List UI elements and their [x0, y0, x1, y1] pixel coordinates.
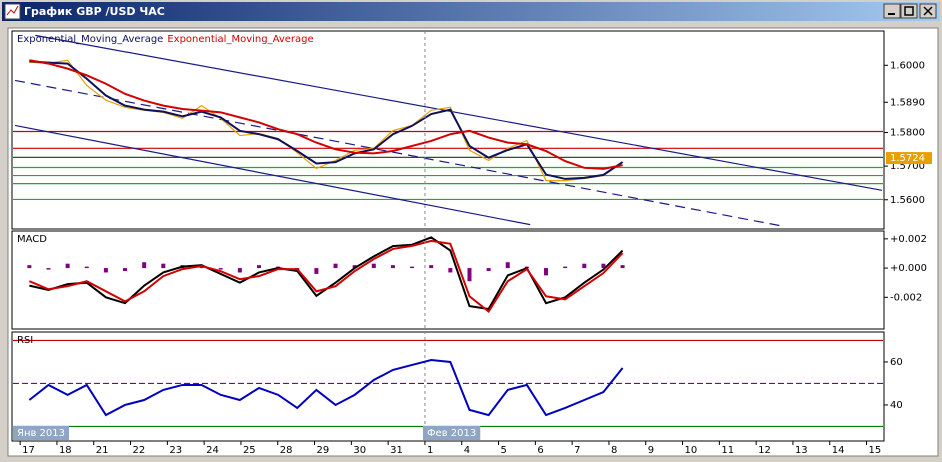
histogram-bar [544, 268, 549, 276]
x-tick-label: 4 [464, 445, 470, 456]
histogram-bar [371, 263, 376, 269]
x-tick-label: 14 [832, 445, 845, 456]
y-tick-label: -0.002 [890, 292, 922, 303]
y-tick-label: 1.5800 [890, 128, 925, 139]
period-label: Фев 2013 [427, 428, 476, 439]
period-label: Янв 2013 [17, 428, 65, 439]
histogram-bar [237, 268, 242, 273]
panel-title: RSI [17, 335, 33, 346]
panel [11, 331, 885, 442]
title-bar [2, 2, 940, 21]
histogram-bar [563, 266, 568, 269]
histogram-bar [333, 263, 338, 269]
window-title: График GBP /USD ЧАС [24, 5, 165, 18]
histogram-bar [582, 263, 587, 269]
trend-line [14, 124, 531, 226]
close-glyph [923, 6, 933, 16]
x-tick-label: 9 [648, 445, 654, 456]
x-tick-label: 21 [96, 445, 109, 456]
histogram-bar [256, 265, 261, 269]
x-tick-label: 30 [353, 445, 366, 456]
histogram-bar [410, 266, 415, 269]
x-tick-label: 28 [280, 445, 293, 456]
chart-area [7, 27, 939, 457]
x-tick-label: 25 [243, 445, 256, 456]
panel-title: MACD [17, 234, 47, 245]
series-line [29, 60, 624, 180]
x-tick-label: 13 [795, 445, 808, 456]
x-tick-label: 5 [501, 445, 507, 456]
last-price-box [886, 152, 932, 165]
window-icon-glyph [6, 5, 19, 16]
histogram-bar [46, 268, 51, 270]
histogram-bar [199, 266, 204, 269]
legend-entry: Exponential_Moving_Average [17, 34, 163, 45]
x-tick-label: 8 [611, 445, 617, 456]
histogram-bar [620, 265, 625, 269]
x-tick-label: 23 [169, 445, 182, 456]
x-tick-label: 29 [317, 445, 330, 456]
x-tick-label: 15 [869, 445, 882, 456]
x-tick-label: 31 [390, 445, 403, 456]
x-tick-label: 18 [59, 445, 72, 456]
y-tick-label: 1.5600 [890, 195, 925, 206]
y-tick-label: +0.000 [890, 263, 927, 274]
panel [11, 30, 885, 230]
series-line [29, 59, 623, 170]
y-tick-label: 1.5700 [890, 161, 925, 172]
histogram-bar [123, 268, 128, 271]
period-label-box [422, 426, 481, 440]
series-line [29, 59, 623, 182]
histogram-bar [103, 268, 108, 273]
x-tick-label: 22 [133, 445, 146, 456]
x-tick-label: 10 [685, 445, 698, 456]
x-tick-label: 24 [206, 445, 219, 456]
histogram-bar [505, 262, 510, 269]
histogram-bar [390, 265, 395, 269]
maximize-button[interactable] [900, 3, 918, 19]
histogram-bar [352, 265, 357, 269]
x-tick-label: 12 [758, 445, 771, 456]
period-label-box [13, 426, 70, 440]
last-price-label: 1.5724 [890, 153, 925, 164]
y-tick-label: 1.6000 [890, 60, 925, 71]
x-tick-label: 6 [537, 445, 543, 456]
series-line [28, 239, 624, 313]
minimize-button[interactable] [883, 3, 901, 19]
y-tick-label: 1.5890 [890, 97, 925, 108]
trend-line [35, 34, 883, 191]
x-tick-label: 7 [574, 445, 580, 456]
series-line [28, 359, 624, 417]
x-tick-label: 17 [22, 445, 35, 456]
x-tick-label: 11 [721, 445, 734, 456]
histogram-bar [601, 263, 606, 269]
histogram-bar [27, 265, 32, 269]
y-tick-label: +0.002 [890, 234, 927, 245]
histogram-bar [142, 262, 147, 269]
histogram-bar [84, 266, 89, 269]
window-buttons [883, 3, 937, 19]
y-tick-label: 60 [890, 357, 903, 368]
histogram-bar [486, 268, 491, 271]
trend-line [14, 79, 781, 227]
histogram-bar [467, 268, 472, 282]
histogram-bar [65, 263, 70, 269]
legend-entry: Exponential_Moving_Average [167, 34, 313, 45]
panel [11, 230, 885, 330]
y-tick-label: 40 [890, 400, 903, 411]
histogram-bar [218, 268, 223, 270]
histogram-bar [314, 268, 319, 274]
histogram-bar [161, 263, 166, 269]
histogram-bar [429, 265, 434, 269]
maximize-glyph [904, 6, 914, 16]
x-tick-label: 1 [427, 445, 433, 456]
histogram-bar [448, 268, 453, 273]
